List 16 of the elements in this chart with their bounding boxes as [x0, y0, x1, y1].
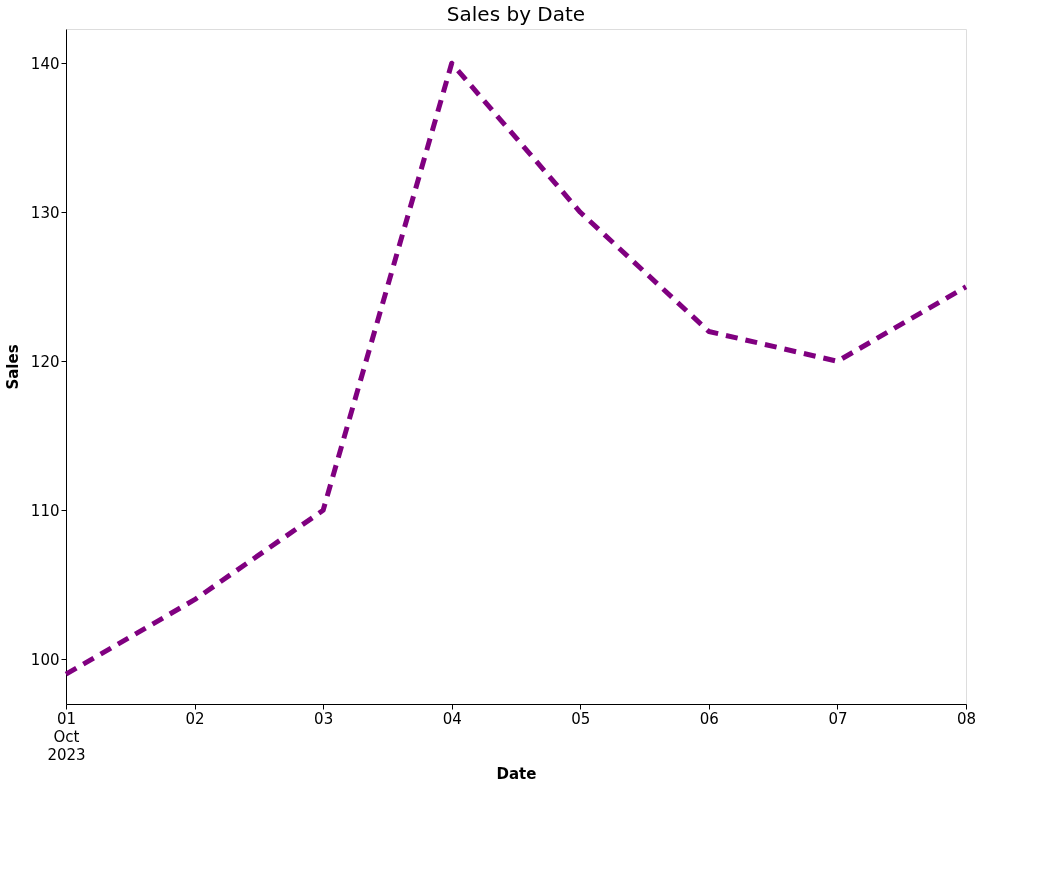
y-tick-label: 130	[30, 203, 60, 222]
x-tick-label: 05	[571, 709, 591, 728]
x-tick-label: 01 Oct 2023	[47, 709, 86, 764]
y-axis-title: Sales	[3, 344, 22, 390]
x-tick-label: 03	[314, 709, 334, 728]
y-tick-label: 120	[30, 352, 60, 371]
x-tick-label: 08	[956, 709, 977, 728]
y-tick-label: 110	[30, 501, 60, 520]
x-tick-label: 06	[699, 709, 719, 728]
x-axis-title: Date	[496, 764, 537, 783]
y-tick-label: 140	[30, 54, 60, 73]
x-tick-label: 02	[185, 709, 205, 728]
x-tick-label: 07	[828, 709, 848, 728]
chart-title: Sales by Date	[446, 2, 586, 26]
y-tick-label: 100	[30, 650, 60, 669]
x-tick-label: 04	[442, 709, 462, 728]
